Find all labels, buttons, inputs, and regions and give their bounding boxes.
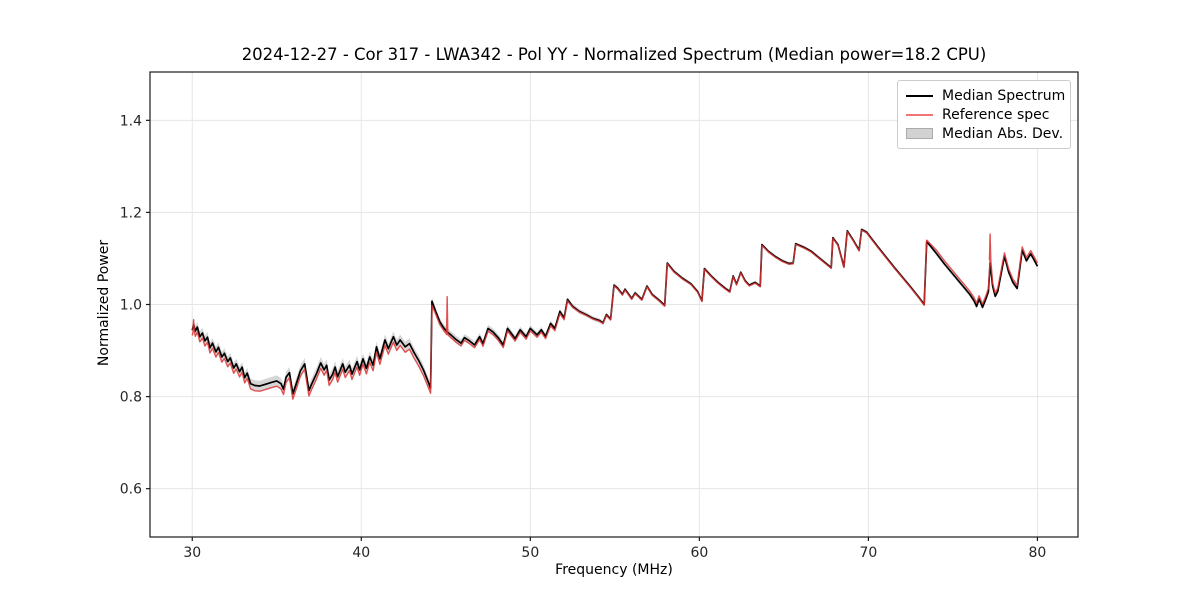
legend-label-reference: Reference spec (942, 106, 1050, 123)
mad-band-swatch (906, 128, 933, 139)
y-tick-label: 0.6 (120, 482, 142, 498)
x-tick-label: 50 (521, 545, 539, 561)
median-line-swatch (906, 94, 933, 97)
legend-entry-reference: Reference spec (906, 105, 1062, 124)
y-tick-label: 1.2 (120, 205, 142, 221)
legend-entry-median: Median Spectrum (906, 86, 1066, 105)
x-tick-label: 40 (352, 545, 370, 561)
legend-entry-mad: Median Abs. Dev. (906, 124, 1064, 143)
reference-line-swatch (906, 113, 933, 116)
x-tick-label: 60 (690, 545, 708, 561)
x-tick-label: 30 (183, 545, 201, 561)
chart-title: 2024-12-27 - Cor 317 - LWA342 - Pol YY -… (241, 45, 987, 64)
y-tick-label: 1.4 (120, 113, 142, 129)
reference-spectrum-line (191, 229, 1039, 400)
median-spectrum-line (191, 228, 1039, 395)
x-tick-label: 80 (1029, 545, 1047, 561)
y-axis-label: Normalized Power (96, 239, 112, 367)
x-tick-label: 70 (859, 545, 877, 561)
y-tick-label: 0.8 (120, 390, 142, 406)
mad-band (192, 227, 1038, 400)
legend: Median Spectrum Reference spec Median Ab… (897, 80, 1071, 149)
x-axis-label: Frequency (MHz) (555, 562, 673, 578)
legend-label-median: Median Spectrum (942, 87, 1066, 104)
y-tick-label: 1.0 (120, 298, 142, 314)
legend-label-mad: Median Abs. Dev. (942, 125, 1064, 142)
